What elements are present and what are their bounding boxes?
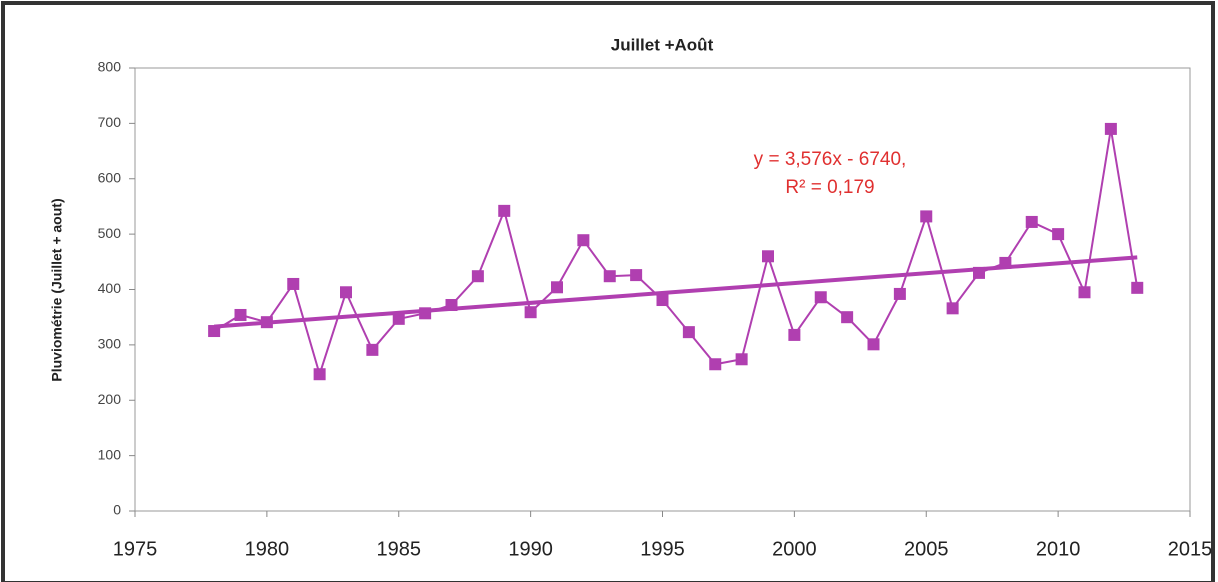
x-tick-label: 1985 xyxy=(377,538,422,560)
y-tick-label: 400 xyxy=(98,280,122,296)
data-point xyxy=(287,277,300,290)
y-tick-label: 100 xyxy=(98,446,122,462)
data-point xyxy=(1052,228,1065,241)
y-tick-label: 700 xyxy=(98,114,122,130)
data-point xyxy=(682,326,695,339)
data-point xyxy=(814,291,827,304)
data-point xyxy=(788,328,801,341)
chart-title: Juillet +Août xyxy=(611,35,714,54)
y-tick-label: 200 xyxy=(98,391,122,407)
data-point xyxy=(551,281,563,294)
data-point xyxy=(340,286,352,299)
y-axis-label: Pluviométrie (Juillet + aout) xyxy=(49,198,65,381)
x-tick-label: 1975 xyxy=(113,538,158,560)
x-tick-label: 2010 xyxy=(1036,538,1081,560)
data-point xyxy=(1078,286,1091,299)
x-tick-label: 2000 xyxy=(772,538,817,560)
data-point xyxy=(762,250,774,263)
x-tick-label: 1980 xyxy=(245,538,290,560)
data-point xyxy=(366,343,379,356)
data-point xyxy=(419,307,432,320)
data-point xyxy=(1131,281,1144,294)
data-point xyxy=(656,294,669,307)
data-point xyxy=(946,302,959,315)
x-tick-label: 1995 xyxy=(640,538,685,560)
y-tick-label: 800 xyxy=(98,59,122,75)
data-point xyxy=(260,316,273,329)
y-tick-label: 600 xyxy=(98,169,122,185)
data-point xyxy=(841,311,854,324)
data-point xyxy=(999,256,1012,269)
y-tick-label: 300 xyxy=(98,336,122,352)
data-point xyxy=(1104,122,1117,135)
data-point xyxy=(524,306,537,319)
data-point xyxy=(234,308,247,321)
data-point xyxy=(498,204,511,217)
data-point xyxy=(208,325,221,338)
annotation: R² = 0,179 xyxy=(785,177,874,198)
data-point xyxy=(735,353,748,366)
data-point xyxy=(392,312,405,325)
data-point xyxy=(893,287,906,300)
data-point xyxy=(630,269,643,282)
x-tick-label: 1990 xyxy=(508,538,553,560)
x-tick-label: 2005 xyxy=(904,538,949,560)
annotation: y = 3,576x - 6740, xyxy=(754,149,907,170)
x-tick-label: 2015 xyxy=(1168,538,1213,560)
data-point xyxy=(313,368,326,381)
data-point xyxy=(1025,215,1038,228)
data-point xyxy=(577,234,590,247)
data-point xyxy=(471,270,484,283)
data-point xyxy=(920,210,933,223)
data-point xyxy=(445,299,458,312)
data-point xyxy=(603,270,616,283)
y-tick-label: 0 xyxy=(113,502,121,518)
data-point xyxy=(973,266,985,279)
data-point xyxy=(867,338,880,351)
data-point xyxy=(709,358,722,371)
y-tick-label: 500 xyxy=(98,225,122,241)
